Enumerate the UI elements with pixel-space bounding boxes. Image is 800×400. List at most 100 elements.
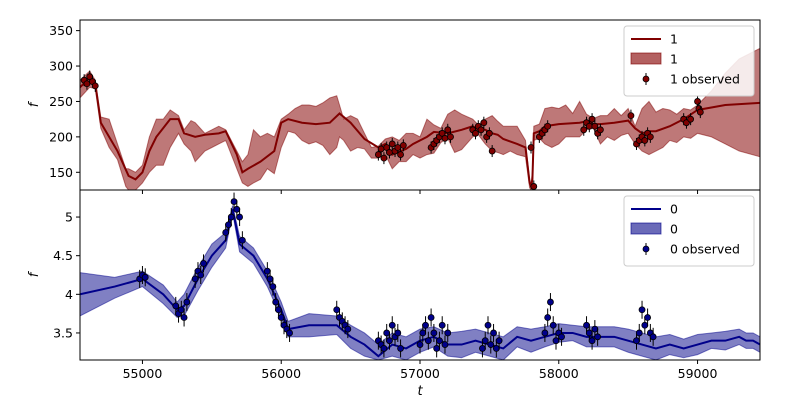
observed-point <box>230 198 238 205</box>
observed-point <box>495 337 503 345</box>
observed-point <box>544 122 552 130</box>
observed-point <box>591 325 599 333</box>
observed-point <box>269 283 277 290</box>
mean-line <box>80 76 760 190</box>
observed-point <box>644 314 651 321</box>
observed-point <box>588 337 596 345</box>
observed-point <box>481 337 489 345</box>
plot-area <box>80 47 760 190</box>
confidence-band <box>80 47 760 190</box>
observed-point <box>597 126 604 134</box>
legend-point-swatch <box>642 75 650 83</box>
observed-point <box>472 129 479 137</box>
legend-label-observed: 1 observed <box>670 72 740 87</box>
observed-point <box>397 151 404 158</box>
observed-point <box>541 329 549 337</box>
observed-point <box>277 314 285 321</box>
x-tick-label: 58000 <box>539 366 579 381</box>
legend-label-mean: 0 <box>670 202 678 217</box>
plot-area <box>80 192 760 360</box>
observed-point <box>544 314 552 321</box>
observed-point <box>333 306 341 314</box>
x-tick-label: 57000 <box>400 366 440 381</box>
observed-point <box>377 145 385 153</box>
observed-point <box>422 321 429 329</box>
y-tick-label: 4.5 <box>53 248 73 263</box>
observed-point <box>416 341 424 348</box>
observed-point <box>694 98 701 105</box>
observed-point <box>687 115 695 123</box>
observed-point <box>399 141 407 149</box>
observed-point <box>225 221 232 229</box>
observed-point <box>233 205 241 213</box>
observed-point <box>485 129 493 137</box>
legend: 1 1 1 observed <box>623 25 755 97</box>
observed-point <box>649 333 657 341</box>
observed-point <box>180 314 188 321</box>
observed-point <box>479 345 486 352</box>
top-panel: 150 200 250 300 350 f 1 1 1 observed <box>27 19 761 194</box>
y-tick-label: 250 <box>49 94 73 109</box>
observed-point <box>433 345 441 352</box>
observed-point <box>388 321 396 329</box>
observed-point <box>386 337 393 345</box>
observed-point <box>197 271 205 279</box>
legend-label-observed: 0 observed <box>670 242 740 257</box>
observed-point <box>635 329 643 337</box>
legend-box <box>623 195 755 267</box>
observed-point <box>530 183 538 190</box>
observed-point <box>172 302 180 310</box>
observed-point <box>436 337 443 345</box>
observed-point <box>588 115 596 123</box>
observed-point <box>83 80 91 88</box>
x-tick-label: 55000 <box>123 366 163 381</box>
observed-point <box>646 133 654 141</box>
observed-point <box>583 321 590 329</box>
legend: 0 0 0 observed <box>623 195 755 267</box>
observed-point <box>177 306 185 314</box>
y-tick-label: 350 <box>49 23 73 38</box>
legend-band-swatch <box>630 52 662 65</box>
observed-point <box>266 275 274 283</box>
observed-point <box>447 133 454 141</box>
observed-point <box>480 119 488 127</box>
observed-point <box>492 345 500 352</box>
observed-point <box>394 144 402 151</box>
observed-point <box>183 298 191 306</box>
observed-point <box>438 321 446 329</box>
observed-point <box>490 329 497 337</box>
y-axis-label: f <box>27 270 42 277</box>
observed-point <box>552 337 560 345</box>
y-tick-label: 4 <box>65 287 73 302</box>
y-tick-label: 150 <box>49 165 73 180</box>
observed-point <box>430 329 438 337</box>
observed-point <box>549 321 557 329</box>
observed-point <box>380 345 388 352</box>
observed-point <box>487 341 495 348</box>
observed-point <box>527 144 535 151</box>
legend-label-band: 1 <box>670 52 678 67</box>
observed-point <box>488 147 496 155</box>
legend-point-swatch <box>642 245 650 253</box>
observed-point <box>263 267 271 275</box>
legend-label-band: 0 <box>670 222 678 237</box>
observed-point <box>272 298 280 306</box>
observed-point <box>424 337 432 345</box>
x-tick-label: 56000 <box>261 366 301 381</box>
observed-point <box>585 329 593 337</box>
observed-point <box>484 321 492 329</box>
observed-point <box>585 122 593 130</box>
observed-point <box>638 306 646 314</box>
observed-point <box>236 213 243 221</box>
observed-point <box>238 236 246 244</box>
observed-point <box>394 329 402 337</box>
observed-point <box>286 329 293 337</box>
observed-point <box>344 325 352 333</box>
bottom-panel: 3.5 4 4.5 5 55000 56000 57000 58000 59000 f t 0 0 0 o… <box>27 189 761 399</box>
observed-point <box>419 329 427 337</box>
observed-point <box>191 275 199 283</box>
observed-point <box>477 126 485 134</box>
observed-point <box>633 337 640 345</box>
observed-point <box>594 333 602 341</box>
